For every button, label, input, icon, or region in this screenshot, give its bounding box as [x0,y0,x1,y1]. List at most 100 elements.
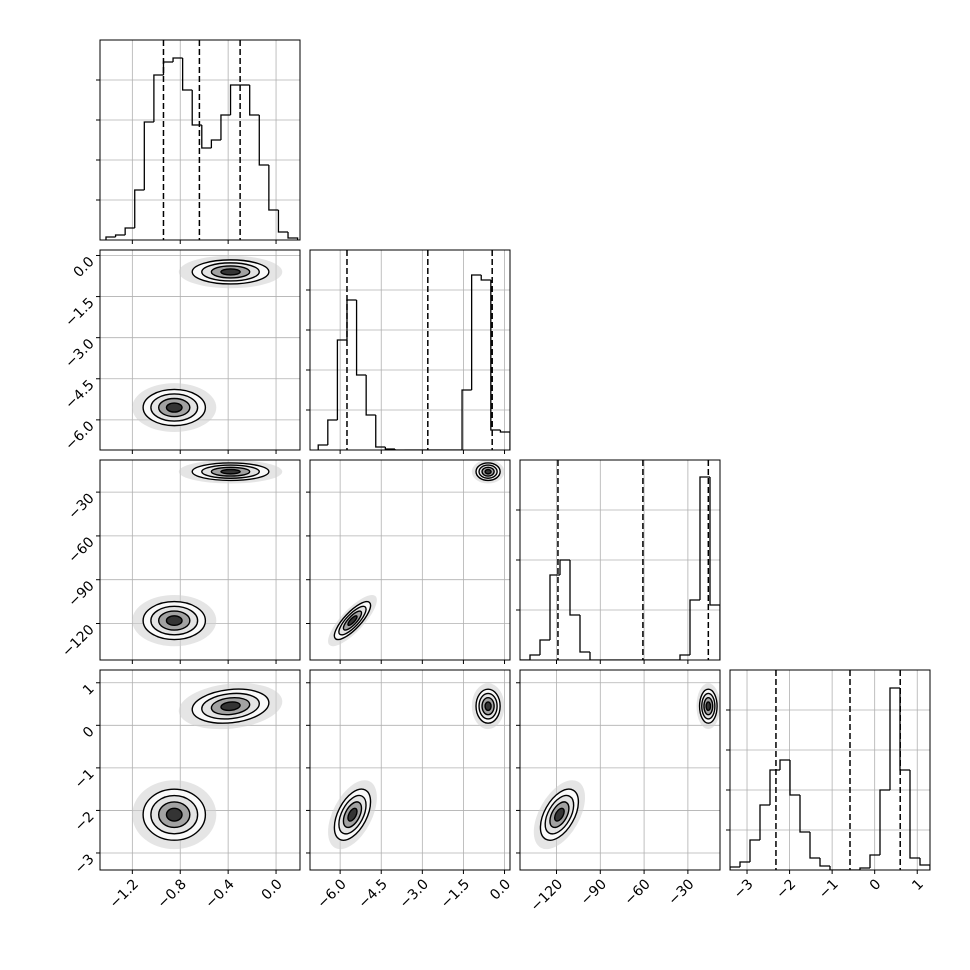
y-tick-label: −120 [59,622,98,661]
histogram-step [769,769,780,805]
histogram-step [779,759,790,770]
histogram-step [470,274,482,390]
panel-frame [99,459,301,661]
histogram-step [730,866,740,870]
panel [310,250,510,450]
histogram-step [143,121,154,190]
histogram-step [191,90,202,126]
histogram-step [799,795,810,833]
y-tick-label: −2 [72,809,98,835]
histogram-step [461,389,472,450]
histogram-step [879,789,890,855]
y-tick-label: −4.5 [62,377,97,412]
histogram-step [569,560,580,616]
histogram-step [355,300,367,376]
panel-frame [99,669,301,871]
histogram-step [277,210,289,233]
histogram-step [899,688,910,771]
histogram-step [124,227,135,235]
histogram-step [809,832,820,859]
histogram-step [229,84,241,115]
panel [520,460,720,660]
histogram-step [759,804,770,840]
density-contour [220,268,241,276]
histogram-step [789,760,800,796]
density-contour [220,701,241,712]
histogram-step [749,839,760,862]
panel [100,40,300,240]
x-tick-label: −120 [528,876,567,915]
histogram-step [709,477,720,660]
panel [100,460,300,660]
histogram-step [375,415,386,448]
histogram-step [346,299,357,340]
histogram-step [679,654,690,660]
y-tick-label: −90 [65,578,97,610]
histogram-step [859,867,870,870]
histogram-step [549,574,560,640]
histogram-step [889,687,900,790]
panel-frame [519,669,721,871]
panel-frame [309,249,511,451]
histogram-step [268,165,279,211]
x-tick-label: 0.0 [487,876,514,903]
histogram-step [105,236,116,240]
histogram-step [327,419,338,445]
panel [520,670,720,870]
panel-frame [309,669,511,871]
panel-frame [99,249,301,451]
histogram-step [699,476,710,600]
histogram-step [579,615,590,653]
histogram-step [249,85,260,116]
x-tick-label: −0.4 [202,876,237,911]
x-tick-label: 0 [867,876,885,894]
histogram-step [559,559,570,575]
histogram-step [529,654,540,660]
density-contour [484,701,492,712]
x-tick-label: −4.5 [356,876,391,911]
y-tick-label: −3.0 [62,336,97,371]
y-tick-label: −30 [65,490,97,522]
histogram-step [909,770,920,859]
y-tick-label: −1.5 [62,295,97,330]
x-tick-label: −1.2 [107,876,142,911]
histogram-step [819,858,830,867]
histogram-step [220,114,231,140]
panel [310,460,510,660]
y-tick-label: −1 [72,766,98,792]
histogram-step [365,375,376,416]
histogram-step [210,139,221,148]
histogram-step [829,866,840,870]
panel [730,670,930,870]
histogram-step [539,639,550,655]
histogram-step [134,189,145,228]
x-tick-label: −1 [816,876,842,902]
density-contour [165,615,183,627]
density-contour [347,615,358,627]
density-contour [165,402,183,413]
histogram-step [869,854,880,868]
density-contour [220,468,241,475]
x-tick-label: −0.8 [155,876,190,911]
x-tick-label: −6.0 [314,876,349,911]
histogram-step [499,430,510,450]
x-tick-label: −1.5 [438,876,473,911]
histogram-step [919,858,930,870]
histogram-step [317,444,328,450]
histogram-step [172,57,183,62]
x-tick-label: 0.0 [259,876,286,903]
histogram-step [162,61,174,75]
panel [100,670,300,870]
panel-frame [729,669,931,871]
histogram-step [384,447,395,450]
panel [100,250,300,450]
x-tick-label: −30 [665,876,697,908]
histogram-step [490,280,501,431]
histogram-step [181,58,193,91]
y-tick-label: −3 [72,851,98,877]
y-tick-label: 0 [80,724,98,742]
x-tick-label: −2 [773,876,799,902]
panel-frame [309,459,511,661]
y-tick-label: −6.0 [62,418,97,453]
